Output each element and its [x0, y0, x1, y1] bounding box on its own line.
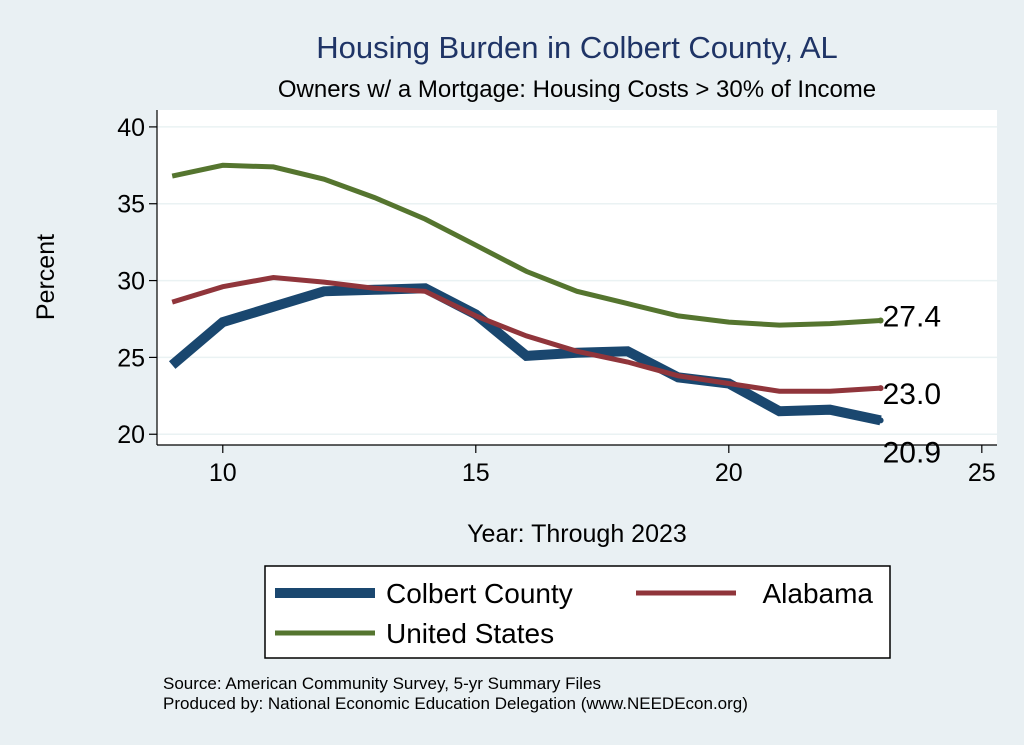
legend: Colbert County Alabama United States — [264, 565, 891, 659]
axes: 20 25 30 35 40 10 15 20 25 — [117, 110, 997, 487]
produced-by-note: Produced by: National Economic Education… — [163, 694, 748, 713]
y-tick-label: 40 — [117, 114, 145, 142]
series-line-colbert-county — [168, 283, 882, 426]
chart-subtitle: Owners w/ a Mortgage: Housing Costs > 30… — [278, 76, 876, 103]
y-tick-label: 35 — [117, 191, 145, 219]
y-axis-title: Percent — [32, 234, 60, 320]
end-marker-alabama — [877, 385, 884, 392]
chart-title: Housing Burden in Colbert County, AL — [316, 30, 838, 65]
end-label-colbert-county: 20.9 — [883, 436, 941, 469]
x-tick-label: 10 — [209, 459, 237, 487]
series-lines — [168, 162, 884, 426]
y-tick-label: 20 — [117, 421, 145, 449]
x-tick-label: 20 — [715, 459, 743, 487]
x-tick-label: 15 — [462, 459, 490, 487]
x-axis-title: Year: Through 2023 — [467, 520, 687, 548]
series-line-united-states — [171, 162, 881, 328]
x-tick-label: 25 — [968, 459, 996, 487]
legend-label-united-states: United States — [386, 618, 554, 649]
end-marker-colbert-county — [877, 417, 884, 424]
end-label-united-states: 27.4 — [883, 301, 941, 334]
end-marker-united-states — [877, 317, 884, 324]
legend-label-alabama: Alabama — [762, 578, 873, 609]
legend-box — [264, 565, 891, 659]
series-line-alabama — [171, 274, 881, 394]
legend-label-colbert-county: Colbert County — [386, 578, 573, 609]
end-labels: 20.9 23.0 27.4 — [883, 301, 941, 470]
y-tick-label: 30 — [117, 268, 145, 296]
y-tick-label: 25 — [117, 344, 145, 372]
source-note: Source: American Community Survey, 5-yr … — [163, 674, 601, 693]
end-label-alabama: 23.0 — [883, 378, 941, 411]
